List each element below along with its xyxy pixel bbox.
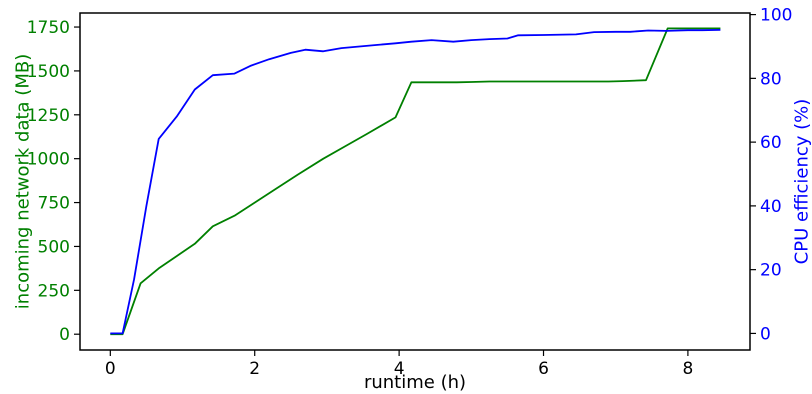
x-tick-label: 0: [105, 359, 116, 379]
y-right-tick-label: 60: [760, 133, 782, 153]
y-axis-right: 0 20 40 60 80 100: [750, 6, 792, 344]
y-left-tick-label: 1750: [27, 18, 70, 38]
y-right-tick-label: 100: [760, 6, 792, 26]
y-left-tick-label: 500: [38, 237, 70, 257]
y-right-tick-label: 40: [760, 197, 782, 217]
x-tick-label: 8: [682, 359, 693, 379]
y-right-tick-label: 80: [760, 69, 782, 89]
y-left-tick-label: 250: [38, 281, 70, 301]
y-right-tick-label: 20: [760, 261, 782, 281]
x-tick-label: 2: [249, 359, 260, 379]
y-left-tick-label: 0: [59, 325, 70, 345]
y-left-tick-label: 1250: [27, 106, 70, 126]
y-left-tick-label: 750: [38, 194, 70, 214]
series-layer: [110, 27, 721, 336]
x-axis: 0 2 4 6 8: [105, 350, 693, 379]
y-axis-left-label: incoming network data (MB): [12, 54, 33, 309]
y-left-tick-label: 1000: [27, 150, 70, 170]
plot-frame: [79, 12, 751, 351]
x-tick-label: 6: [538, 359, 549, 379]
y-axis-left: 0 250 500 750 1000 1250 1500 1750: [27, 18, 80, 345]
x-tick-label: 4: [394, 359, 405, 379]
y-right-tick-label: 0: [760, 324, 771, 344]
x-axis-label: runtime (h): [364, 372, 466, 393]
y-axis-right-label: CPU efficiency (%): [791, 99, 812, 265]
y-left-tick-label: 1500: [27, 62, 70, 82]
series-line-right: [110, 29, 721, 335]
series-line-left: [110, 27, 721, 336]
